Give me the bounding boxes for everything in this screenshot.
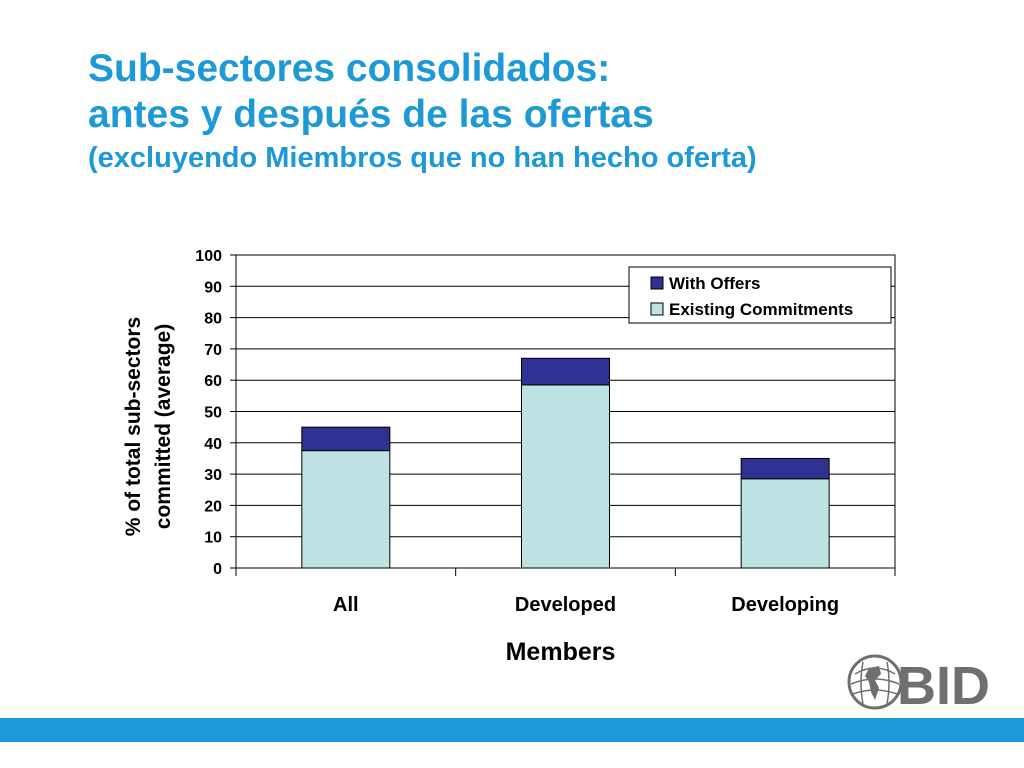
y-tick-label: 40 <box>204 436 222 453</box>
x-axis-title: Members <box>506 638 616 666</box>
y-tick-label: 50 <box>204 405 222 422</box>
x-tick-label: Developed <box>515 594 616 616</box>
y-tick-label: 90 <box>204 279 222 296</box>
legend-swatch <box>650 276 664 290</box>
stacked-bar-chart: 0 10 20 30 40 50 60 70 80 90 100 All Developed Develo… <box>122 248 896 666</box>
y-tick-label: 70 <box>204 342 222 359</box>
bar-existing-commitments <box>740 478 830 569</box>
slide-subtitle: (excluyendo Miembros que no han hecho of… <box>88 142 757 174</box>
y-tick-label: 100 <box>195 248 222 265</box>
globe-icon <box>847 654 903 710</box>
slide-title-line-1: Sub-sectores consolidados: <box>88 47 611 90</box>
legend <box>628 266 892 324</box>
logo-text: BID <box>897 656 990 712</box>
y-tick-label: 60 <box>204 373 222 390</box>
y-tick-label: 10 <box>204 530 222 547</box>
x-tick-label: All <box>333 594 359 616</box>
bar-with-offers <box>740 457 830 480</box>
slide-title-line-2: antes y después de las ofertas <box>88 93 654 136</box>
bid-logo: BID <box>845 652 1000 716</box>
bar-existing-commitments <box>301 450 391 569</box>
y-tick-label: 80 <box>204 311 222 328</box>
y-tick-label: 20 <box>204 498 222 515</box>
slide-title-block: Sub-sectores consolidados: antes y despu… <box>88 46 757 178</box>
legend-swatch <box>650 302 664 316</box>
bar-with-offers <box>301 426 391 452</box>
y-axis-title-line-1: % of total sub-sectors <box>122 317 145 536</box>
y-tick-label: 0 <box>213 561 222 578</box>
x-tick-label: Developing <box>731 594 839 616</box>
legend-label: Existing Commitments <box>669 300 853 319</box>
y-tick-label: 30 <box>204 467 222 484</box>
legend-label: With Offers <box>669 274 760 293</box>
y-axis-title-line-2: committed (average) <box>152 324 175 529</box>
bar-with-offers <box>521 357 610 386</box>
bar-existing-commitments <box>521 384 610 569</box>
bottom-accent-band <box>0 718 1024 742</box>
